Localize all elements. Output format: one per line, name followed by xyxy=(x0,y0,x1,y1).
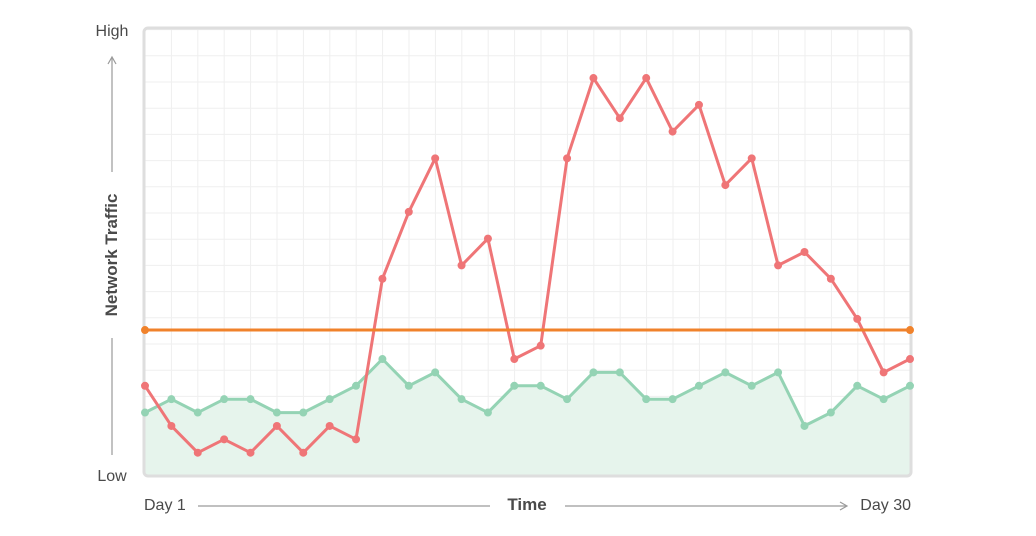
series-1-point xyxy=(299,448,308,457)
series-2-point xyxy=(404,381,413,390)
series-2-point xyxy=(378,355,387,364)
series-1-line xyxy=(145,76,910,455)
x-axis-arrow xyxy=(198,501,849,511)
series-1-point xyxy=(325,421,334,430)
series-2-point xyxy=(536,381,545,390)
series-1-point xyxy=(721,181,730,190)
series-2-point xyxy=(510,381,519,390)
series-2-point xyxy=(668,395,677,404)
series-1-point xyxy=(272,421,281,430)
series-1-point xyxy=(510,355,519,364)
series-2-point xyxy=(220,395,229,404)
x-end-label: Day 30 xyxy=(860,497,911,514)
series-1-point xyxy=(879,368,888,377)
x-axis-title: Time xyxy=(507,495,546,514)
series-2-point xyxy=(853,381,862,390)
series-1-point xyxy=(800,248,809,256)
series-2-line xyxy=(145,357,910,428)
series-1-point xyxy=(694,100,703,109)
y-axis-arrow xyxy=(107,55,117,455)
series-1-point xyxy=(378,274,387,283)
series-1-point xyxy=(563,154,572,163)
series-2-point xyxy=(694,381,703,390)
series-1-point xyxy=(404,207,413,216)
series-1-point xyxy=(246,448,255,457)
series-2-point xyxy=(774,368,783,377)
series-1-point xyxy=(615,114,624,123)
series-3-point xyxy=(141,326,149,335)
series-1-point xyxy=(141,381,149,390)
series-3-point xyxy=(906,326,914,335)
series-2-point xyxy=(483,408,492,417)
series-2-point xyxy=(800,421,809,430)
series-1-point xyxy=(668,127,677,136)
series-2-point xyxy=(615,368,624,377)
series-2-point xyxy=(721,368,730,377)
series-2-point xyxy=(141,408,149,417)
series-1-point xyxy=(642,74,651,83)
series-1-point xyxy=(853,314,862,323)
series-1-point xyxy=(589,74,598,83)
series-2-point xyxy=(747,381,756,390)
series-1-point xyxy=(220,435,229,444)
series-2-point xyxy=(299,408,308,417)
series-layer xyxy=(145,76,910,475)
series-1-point xyxy=(536,341,545,350)
series-1-point xyxy=(906,355,914,364)
series-2-point xyxy=(642,395,651,404)
series-2-point xyxy=(272,408,281,417)
series-2-area xyxy=(145,359,910,475)
series-1-point xyxy=(483,234,492,243)
series-2-point xyxy=(325,395,334,404)
y-axis-title: Network Traffic xyxy=(102,194,121,317)
series-2-point xyxy=(879,395,888,404)
series-1-point xyxy=(826,274,835,283)
series-2-point xyxy=(352,381,361,390)
series-1-point xyxy=(167,421,176,430)
series-1-point xyxy=(352,435,361,444)
plot-frame xyxy=(142,26,913,478)
series-2-point xyxy=(906,381,914,390)
series-2-point xyxy=(589,368,598,377)
y-high-label: High xyxy=(96,23,129,40)
series-1-point xyxy=(193,448,202,457)
series-1-point xyxy=(431,154,440,163)
series-2-point xyxy=(431,368,440,377)
series-1-point xyxy=(774,261,783,270)
series-2-point xyxy=(563,395,572,404)
series-2-point xyxy=(246,395,255,404)
series-2-point xyxy=(193,408,202,417)
x-start-label: Day 1 xyxy=(144,497,186,514)
series-2-point xyxy=(167,395,176,404)
marker-layer xyxy=(141,74,914,457)
y-low-label: Low xyxy=(97,468,127,485)
series-2-point xyxy=(457,395,466,404)
series-1-point xyxy=(747,154,756,163)
series-2-point xyxy=(826,408,835,417)
series-1-point xyxy=(457,261,466,270)
